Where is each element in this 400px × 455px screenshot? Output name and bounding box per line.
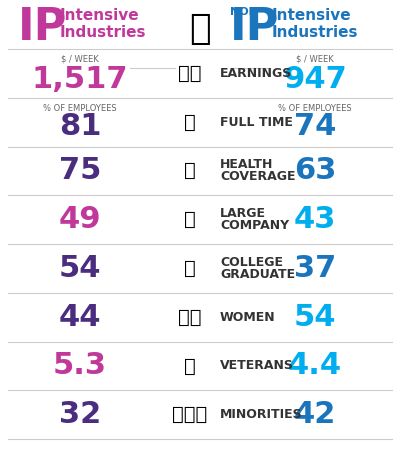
Text: 81: 81 [59,111,101,141]
Text: 🏢: 🏢 [184,210,196,229]
Text: 49: 49 [59,205,101,234]
Text: 54: 54 [294,303,336,332]
Text: NON: NON [230,7,258,17]
Text: IP: IP [18,5,67,49]
Text: Intensive
Industries: Intensive Industries [60,8,146,40]
Text: 37: 37 [294,254,336,283]
Text: GRADUATE: GRADUATE [220,268,295,281]
Text: 42: 42 [294,400,336,429]
Text: ➕: ➕ [184,162,196,181]
Text: 75: 75 [59,157,101,185]
Text: IP: IP [230,5,279,49]
Text: FULL TIME: FULL TIME [220,116,293,129]
Text: 👨‍👩‍👦: 👨‍👩‍👦 [172,405,208,424]
Text: WOMEN: WOMEN [220,311,276,324]
Text: Intensive
Industries: Intensive Industries [272,8,358,40]
Text: 4.4: 4.4 [288,351,342,380]
Text: 💲💲: 💲💲 [178,64,202,83]
Text: 32: 32 [59,400,101,429]
Text: 947: 947 [283,65,347,94]
Text: HEALTH: HEALTH [220,158,273,172]
Text: 44: 44 [59,303,101,332]
Text: COLLEGE: COLLEGE [220,256,283,269]
Text: 🎓: 🎓 [184,259,196,278]
Text: COMPANY: COMPANY [220,219,289,232]
Text: $ / WEEK: $ / WEEK [61,55,99,64]
Text: 74: 74 [294,111,336,141]
Text: 54: 54 [59,254,101,283]
Text: 💡: 💡 [189,12,211,46]
Text: % OF EMPLOYEES: % OF EMPLOYEES [43,104,117,113]
Text: 5.3: 5.3 [53,351,107,380]
Text: 63: 63 [294,157,336,185]
Text: % OF EMPLOYEES: % OF EMPLOYEES [278,104,352,113]
Text: COVERAGE: COVERAGE [220,170,296,183]
Text: 👩👩: 👩👩 [178,308,202,327]
Text: 1,517: 1,517 [32,65,128,94]
Text: ⭐: ⭐ [184,356,196,375]
Text: 🕐: 🕐 [184,113,196,131]
Text: MINORITIES: MINORITIES [220,408,303,421]
Text: $ / WEEK: $ / WEEK [296,55,334,64]
Text: EARNINGS: EARNINGS [220,67,292,80]
Text: 43: 43 [294,205,336,234]
Text: VETERANS: VETERANS [220,359,294,373]
Text: LARGE: LARGE [220,207,266,220]
